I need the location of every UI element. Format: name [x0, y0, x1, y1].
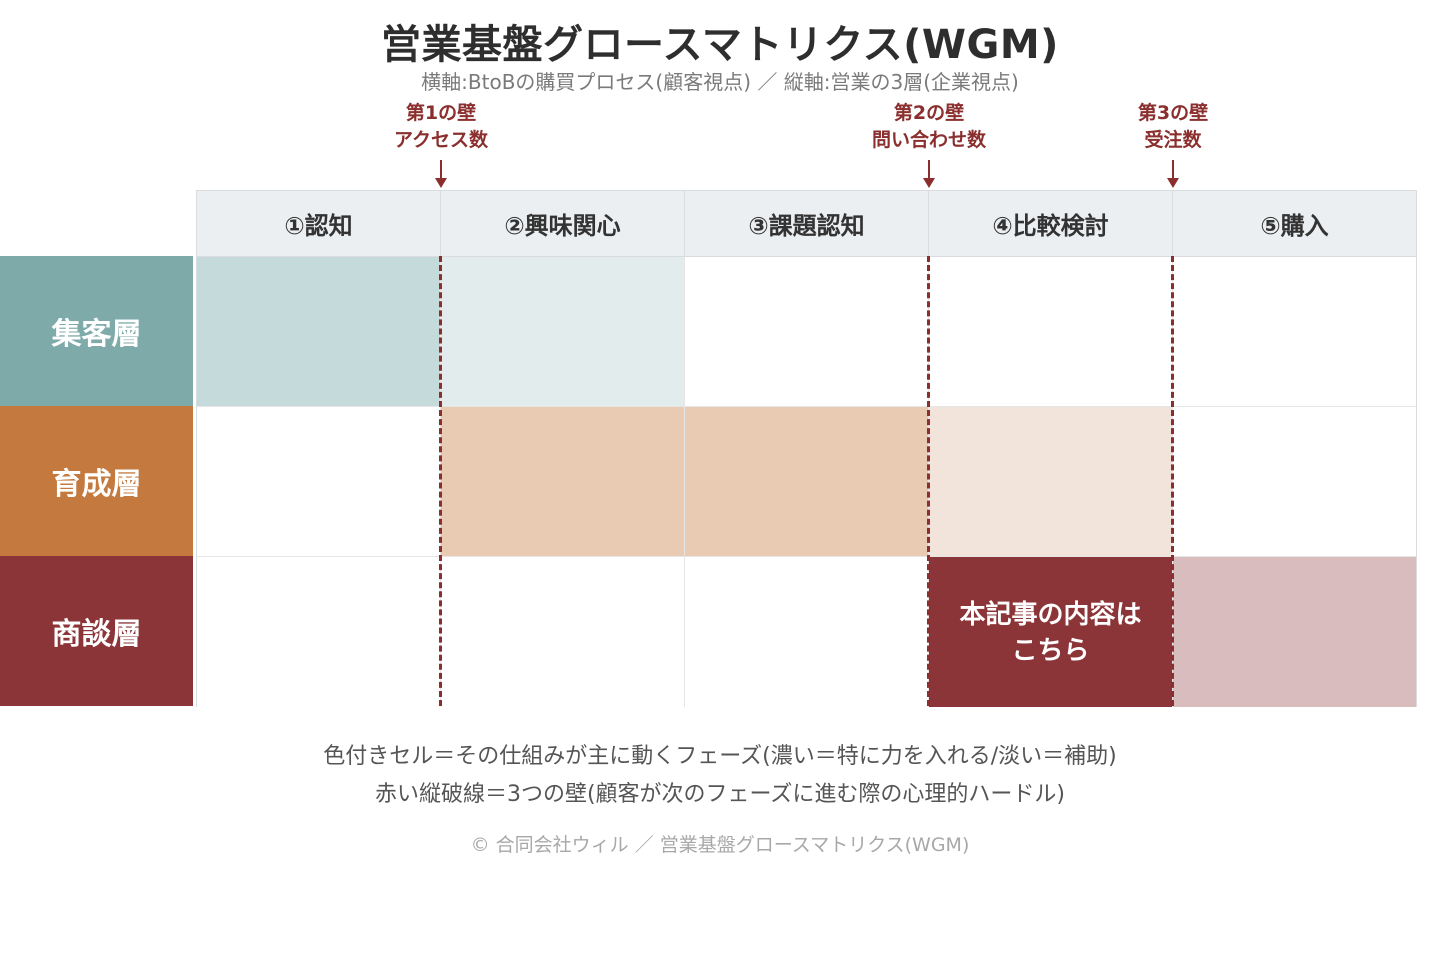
matrix-cell: [929, 407, 1173, 557]
matrix-cell: [685, 257, 929, 407]
highlight-line-1: 本記事の内容は: [959, 600, 1142, 630]
matrix-cell: [197, 557, 441, 707]
matrix-grid: ①認知 ②興味関心 ③課題認知 ④比較検討 ⑤購入 本記事の内容は こちら: [196, 190, 1417, 707]
wall-1-arrow-down-icon: [435, 178, 447, 188]
wall-1-arrow-line: [440, 160, 442, 180]
matrix-cell: [685, 407, 929, 557]
layer-label-text: 商談層: [51, 617, 142, 652]
matrix-cell: [1173, 557, 1416, 707]
wall-2-arrow-line: [928, 160, 930, 180]
phase-header-interest: ②興味関心: [441, 191, 685, 257]
matrix-cell: [197, 407, 441, 557]
matrix-cell: [197, 257, 441, 407]
matrix-cell: [1173, 257, 1416, 407]
wall-1-marker: 第1の壁 アクセス数: [361, 100, 521, 188]
wall-3-arrow-line: [1172, 160, 1174, 180]
phase-header-text: ③課題認知: [748, 212, 865, 240]
wall-2-arrow-down-icon: [923, 178, 935, 188]
phase-header-comparison: ④比較検討: [929, 191, 1173, 257]
wall-3-metric: 受注数: [1144, 129, 1202, 151]
phase-header-problem-recognition: ③課題認知: [685, 191, 929, 257]
matrix-cell: [441, 257, 685, 407]
layer-label-acquisition: 集客層: [0, 256, 193, 406]
legend-note-walls: 赤い縦破線＝3つの壁(顧客が次のフェーズに進む際の心理的ハードル): [374, 782, 1066, 807]
layer-label-nurturing: 育成層: [0, 406, 193, 556]
wall-1-dashed-line: [439, 256, 442, 706]
matrix-cell: [441, 407, 685, 557]
phase-header-text: ④比較検討: [992, 212, 1109, 240]
matrix-cell: [685, 557, 929, 707]
wall-1-metric: アクセス数: [393, 129, 489, 151]
article-highlight-cell[interactable]: 本記事の内容は こちら: [929, 557, 1173, 707]
layer-label-text: 育成層: [51, 467, 142, 502]
legend-note-cells: 色付きセル＝その仕組みが主に動くフェーズ(濃い＝特に力を入れる/淡い＝補助): [323, 744, 1117, 769]
wall-3-title: 第3の壁: [1137, 102, 1209, 124]
phase-header-text: ⑤購入: [1260, 212, 1329, 240]
page-subtitle: 横軸:BtoBの購買プロセス(顧客視点) ／ 縦軸:営業の3層(企業視点): [421, 70, 1019, 94]
layer-label-text: 集客層: [51, 317, 142, 352]
wall-2-marker: 第2の壁 問い合わせ数: [849, 100, 1009, 188]
phase-header-text: ①認知: [284, 212, 353, 240]
wall-1-title: 第1の壁: [405, 102, 477, 124]
wall-2-title: 第2の壁: [893, 102, 965, 124]
wall-3-dashed-line: [1171, 256, 1174, 706]
copyright-text: © 合同会社ウィル ／ 営業基盤グロースマトリクス(WGM): [470, 834, 970, 856]
page-title: 営業基盤グロースマトリクス(WGM): [381, 22, 1059, 68]
phase-header-text: ②興味関心: [504, 212, 621, 240]
matrix-cell: [441, 557, 685, 707]
wall-3-marker: 第3の壁 受注数: [1093, 100, 1253, 188]
wall-2-dashed-line: [927, 256, 930, 706]
wall-3-arrow-down-icon: [1167, 178, 1179, 188]
wall-2-metric: 問い合わせ数: [871, 129, 986, 151]
phase-header-awareness: ①認知: [197, 191, 441, 257]
layer-label-negotiation: 商談層: [0, 556, 193, 706]
highlight-line-2: こちら: [1011, 636, 1090, 666]
matrix-cell: [1173, 407, 1416, 557]
matrix-cell: [929, 257, 1173, 407]
phase-header-purchase: ⑤購入: [1173, 191, 1416, 257]
